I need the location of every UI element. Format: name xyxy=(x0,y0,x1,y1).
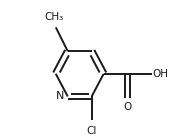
Text: O: O xyxy=(123,102,132,112)
Text: N: N xyxy=(55,91,64,101)
Text: Cl: Cl xyxy=(87,126,97,136)
Text: CH₃: CH₃ xyxy=(45,12,64,22)
Text: OH: OH xyxy=(153,69,169,79)
